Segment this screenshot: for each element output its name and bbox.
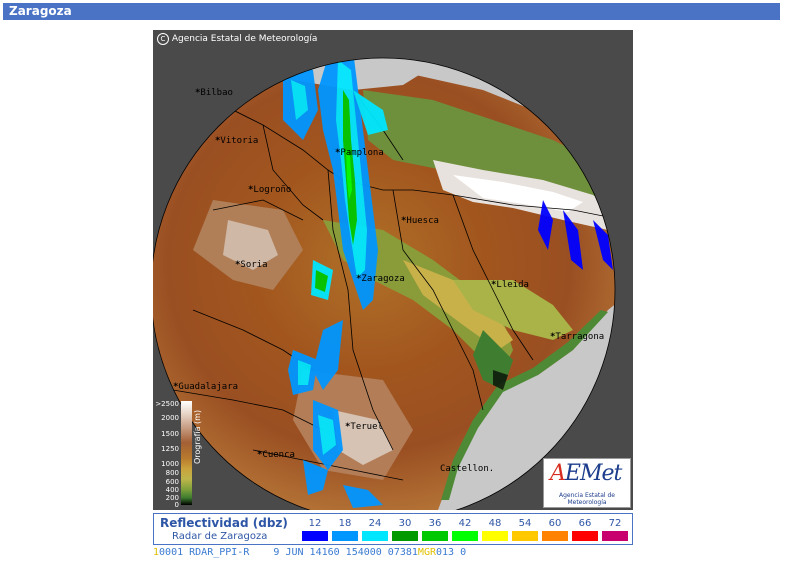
city-pamplona: *Pamplona [335,148,384,158]
status-suffix: 013 0 [435,547,467,558]
city-label: Cuenca [262,450,295,460]
city-marker-icon: * [248,185,254,195]
legend-level-swatch [542,531,568,541]
legend-level-label: 42 [458,518,472,529]
city-guadalajara: *Guadalajara [173,382,238,392]
city-label: Soria [240,260,268,270]
reflectivity-legend: Reflectividad (dbz) Radar de Zaragoza 12… [153,513,633,545]
city-label: Pamplona [340,148,384,158]
legend-level-label: 66 [578,518,592,529]
orography-label: 1250 [161,445,179,453]
city-marker-icon: * [257,450,263,460]
legend-level-swatch [512,531,538,541]
copyright-icon: C [157,33,169,45]
city-marker-icon: * [401,216,407,226]
logo-wordmark: AEMet [550,461,622,486]
orography-label: 800 [165,469,179,477]
city-tarragona: *Tarragona [550,332,604,342]
legend-level-swatch [332,531,358,541]
city-marker-icon: * [335,148,341,158]
window-title: Zaragoza [3,3,780,20]
orography-label: 1000 [161,460,179,468]
city-label: Zaragoza [361,274,405,284]
legend-level-swatch [302,531,328,541]
city-zaragoza: *Zaragoza [356,274,405,284]
radar-map: C Agencia Estatal de Meteorología *Bilba… [153,30,633,510]
orography-color-bar [181,401,192,505]
orography-label: 1500 [161,430,179,438]
legend-level-label: 12 [308,518,322,529]
city-logrono: *Logroño [248,185,291,195]
city-label: Logroño [253,185,292,195]
city-vitoria: *Vitoria [215,136,258,146]
city-label: Tarragona [555,332,605,342]
copyright-notice: C Agencia Estatal de Meteorología [157,33,317,45]
legend-title: Reflectividad (dbz) [160,516,288,530]
city-marker-icon: * [173,382,179,392]
legend-level-swatch [482,531,508,541]
city-label: Huesca [406,216,439,226]
legend-level-label: 60 [548,518,562,529]
aemet-logo: AEMet Agencia Estatal de Meteorología [543,458,631,508]
city-marker-icon: * [356,274,362,284]
orography-scale: >2500 2000 1500 1250 1000 800 600 400 20… [155,400,225,509]
orography-title: Orografía (m) [193,409,202,464]
city-marker-icon: * [491,280,497,290]
status-highlight: MGR [417,547,436,558]
radar-map-graphic [153,30,633,510]
legend-level-swatch [452,531,478,541]
legend-level-swatch [572,531,598,541]
legend-level-swatch [392,531,418,541]
legend-level-label: 18 [338,518,352,529]
legend-level-swatch [362,531,388,541]
legend-level-label: 48 [488,518,502,529]
legend-level-label: 30 [398,518,412,529]
orography-label: >2500 [155,400,179,408]
city-label: Castellon. [440,464,495,474]
city-bilbao: *Bilbao [195,88,233,98]
legend-level-swatch [422,531,448,541]
legend-level-label: 24 [368,518,382,529]
city-marker-icon: * [215,136,221,146]
city-label: Vitoria [220,136,259,146]
legend-level-label: 72 [608,518,622,529]
city-marker-icon: * [345,422,351,432]
city-marker-icon: * [235,260,241,270]
status-prefix: 1 [153,547,160,558]
city-marker-icon: * [550,332,556,342]
copyright-text: Agencia Estatal de Meteorología [171,34,318,44]
legend-level-swatch [602,531,628,541]
logo-subtitle: Agencia Estatal de Meteorología [558,492,615,506]
city-label: Bilbao [200,88,233,98]
city-huesca: *Huesca [401,216,439,226]
city-teruel: *Teruel [345,422,383,432]
city-castellon: Castellon. [440,464,494,474]
legend-subtitle: Radar de Zaragoza [172,531,268,542]
orography-label: 400 [165,486,179,494]
city-label: Lleida [496,280,529,290]
orography-label: 600 [165,478,179,486]
city-soria: *Soria [235,260,268,270]
legend-level-label: 54 [518,518,532,529]
legend-level-label: 36 [428,518,442,529]
status-text: 0001 RDAR_PPI-R 9 JUN 14160 154000 07381 [159,547,418,558]
orography-label: 200 [165,494,179,502]
city-label: Teruel [350,422,383,432]
city-lleida: *Lleida [491,280,529,290]
orography-label: 2000 [161,414,179,422]
city-label: Guadalajara [178,382,239,392]
orography-label: 0 [174,501,179,509]
city-marker-icon: * [195,88,201,98]
status-bar: 10001 RDAR_PPI-R 9 JUN 14160 154000 0738… [153,546,633,559]
city-cuenca: *Cuenca [257,450,295,460]
